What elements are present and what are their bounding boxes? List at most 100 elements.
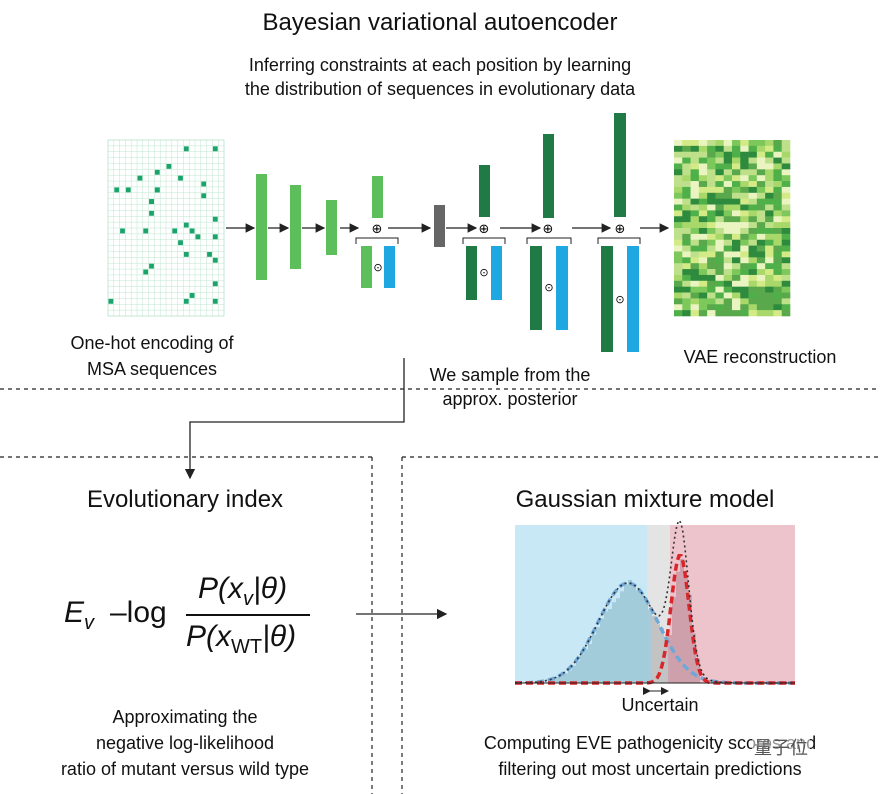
reconstruction-cell	[781, 228, 791, 235]
reconstruction-cell	[715, 269, 725, 276]
reconstruction-cell	[748, 286, 758, 293]
odot-symbol: ⊙	[479, 266, 488, 279]
reconstruction-cell	[781, 304, 791, 311]
reconstruction-cell	[781, 269, 791, 276]
formula-numerator-sub: v	[243, 588, 253, 610]
reconstruction-cell	[723, 292, 733, 299]
reconstruction-cell	[732, 175, 741, 182]
reconstruction-cell	[707, 228, 716, 235]
reconstruction-cell	[723, 216, 733, 223]
reconstruction-cell	[723, 145, 733, 153]
histogram-bar	[596, 627, 600, 683]
reconstruction-cell	[765, 145, 774, 153]
reconstruction-cell	[690, 140, 700, 147]
msa-one-hot-cell	[212, 216, 218, 222]
msa-one-hot-cell	[108, 298, 114, 304]
reconstruction-cell	[698, 239, 708, 246]
reconstruction-cell	[723, 222, 733, 229]
reconstruction-cell	[674, 175, 683, 182]
reconstruction-cell	[781, 298, 791, 305]
plus-symbol: ⊕	[372, 222, 383, 237]
reconstruction-cell	[748, 169, 758, 176]
reconstruction-cell	[732, 251, 741, 258]
reconstruction-cell	[682, 269, 691, 276]
reconstruction-cell	[773, 216, 783, 223]
reconstruction-cell	[715, 286, 725, 293]
reconstruction-cell	[707, 310, 716, 317]
reconstruction-cell	[773, 269, 783, 276]
reconstruction-cell	[682, 304, 691, 311]
reconstruction-cell	[682, 239, 691, 246]
msa-one-hot-cell	[172, 228, 178, 234]
sample-caption-line-2: approx. posterior	[442, 389, 578, 409]
reconstruction-cell	[707, 216, 716, 223]
reconstruction-cell	[773, 192, 783, 199]
reconstruction-cell	[698, 204, 708, 211]
reconstruction-cell	[698, 163, 708, 170]
reconstruction-cell	[765, 204, 774, 211]
reconstruction-cell	[682, 151, 691, 158]
reconstruction-cell	[765, 304, 774, 311]
reconstruction-cell	[723, 286, 733, 293]
reconstruction-cell	[682, 280, 691, 287]
histogram-bar	[664, 636, 668, 683]
reconstruction-cell	[723, 192, 733, 199]
reconstruction-cell	[707, 304, 716, 311]
reconstruction-cell	[698, 186, 708, 194]
subtitle-line-1: Inferring constraints at each position b…	[248, 55, 632, 75]
reconstruction-cell	[715, 257, 725, 264]
reconstruction-cell	[690, 310, 700, 317]
reconstruction-cell	[740, 298, 749, 305]
reconstruction-cell	[748, 251, 758, 258]
reconstruction-cell	[748, 151, 758, 158]
reconstruction-cell	[748, 292, 758, 299]
gmm-caption-line-1: Computing EVE pathogenicity scores and	[483, 733, 817, 753]
msa-one-hot-cell	[207, 251, 212, 257]
reconstruction-cell	[740, 216, 749, 223]
msa-one-hot-cell	[154, 169, 160, 175]
reconstruction-cell	[715, 222, 725, 229]
msa-one-hot-cell	[183, 298, 189, 304]
reconstruction-cell	[715, 228, 725, 235]
reconstruction-cell	[732, 257, 741, 264]
decoder-3-epsilon-block	[627, 246, 639, 352]
reconstruction-cell	[740, 186, 749, 194]
reconstruction-cell	[756, 192, 766, 199]
reconstruction-cell	[740, 181, 749, 188]
histogram-bar	[628, 579, 632, 683]
msa-one-hot-cell	[143, 228, 149, 234]
reconstruction-cell	[756, 163, 766, 170]
reconstruction-cell	[698, 245, 708, 252]
reconstruction-cell	[707, 157, 716, 164]
msa-caption-line-1: One-hot encoding of	[70, 333, 234, 353]
reconstruction-cell	[756, 286, 766, 293]
msa-one-hot-cell	[178, 175, 183, 181]
formula-denominator-rest: |θ)	[262, 620, 297, 653]
reconstruction-cell	[674, 298, 683, 305]
reconstruction-cell	[707, 175, 716, 182]
reconstruction-cell	[674, 204, 683, 211]
reconstruction-cell	[732, 216, 741, 223]
reconstruction-cell	[765, 151, 774, 158]
reconstruction-cell	[748, 140, 758, 147]
reconstruction-cell	[715, 239, 725, 246]
reconstruction-cell	[715, 245, 725, 252]
reconstruction-cell	[748, 298, 758, 305]
reconstruction-cell	[674, 304, 683, 311]
msa-one-hot-cell	[183, 222, 189, 228]
histogram-bar	[652, 615, 656, 683]
encoder-layer-1	[256, 174, 267, 280]
decoder-2-sigma-block	[530, 246, 542, 330]
reconstruction-cell	[715, 298, 725, 305]
reconstruction-cell	[781, 181, 791, 188]
reconstruction-cell	[690, 145, 700, 153]
plus-symbol: ⊕	[543, 222, 554, 237]
reconstruction-cell	[690, 169, 700, 176]
reconstruction-cell	[707, 257, 716, 264]
reconstruction-cell	[748, 310, 758, 317]
reconstruction-cell	[698, 304, 708, 311]
reconstruction-cell	[723, 175, 733, 182]
reconstruction-cell	[723, 310, 733, 317]
reconstruction-cell	[707, 286, 716, 293]
reconstruction-cell	[740, 145, 749, 153]
